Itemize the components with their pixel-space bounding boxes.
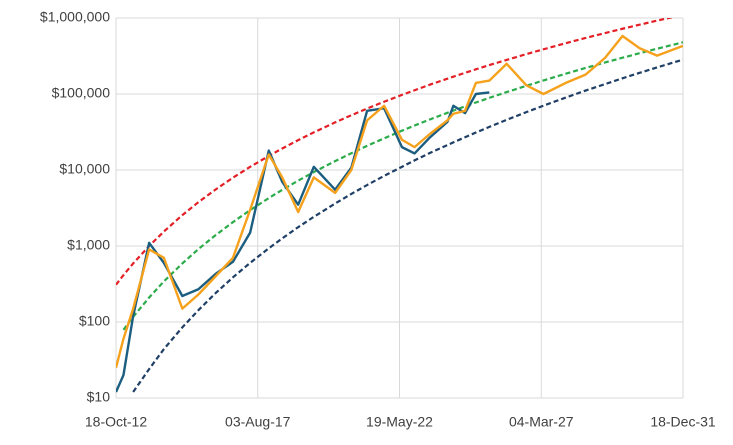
x-tick-label: 04-Mar-27 [509, 414, 574, 430]
plot-area [116, 18, 683, 393]
price-line [116, 34, 683, 369]
x-tick-label: 19-May-22 [366, 414, 433, 430]
trend-line [122, 41, 683, 331]
y-tick-label: $100 [79, 313, 110, 329]
trend-line [132, 58, 683, 393]
y-tick-label: $10 [87, 389, 111, 405]
x-tick-label: 18-Dec-31 [650, 414, 716, 430]
x-tick-label: 18-Oct-12 [85, 414, 147, 430]
x-tick-label: 03-Aug-17 [225, 414, 291, 430]
trend-line [116, 18, 674, 286]
y-tick-label: $100,000 [52, 85, 111, 101]
axis-labels: $10 $100 $1,000 $10,000 $100,000 $1,000,000 18… [40, 9, 716, 430]
y-tick-label: $1,000 [67, 237, 110, 253]
grid [115, 17, 684, 399]
y-tick-label: $1,000,000 [40, 9, 110, 25]
price-line [116, 91, 490, 393]
y-tick-label: $10,000 [59, 161, 110, 177]
